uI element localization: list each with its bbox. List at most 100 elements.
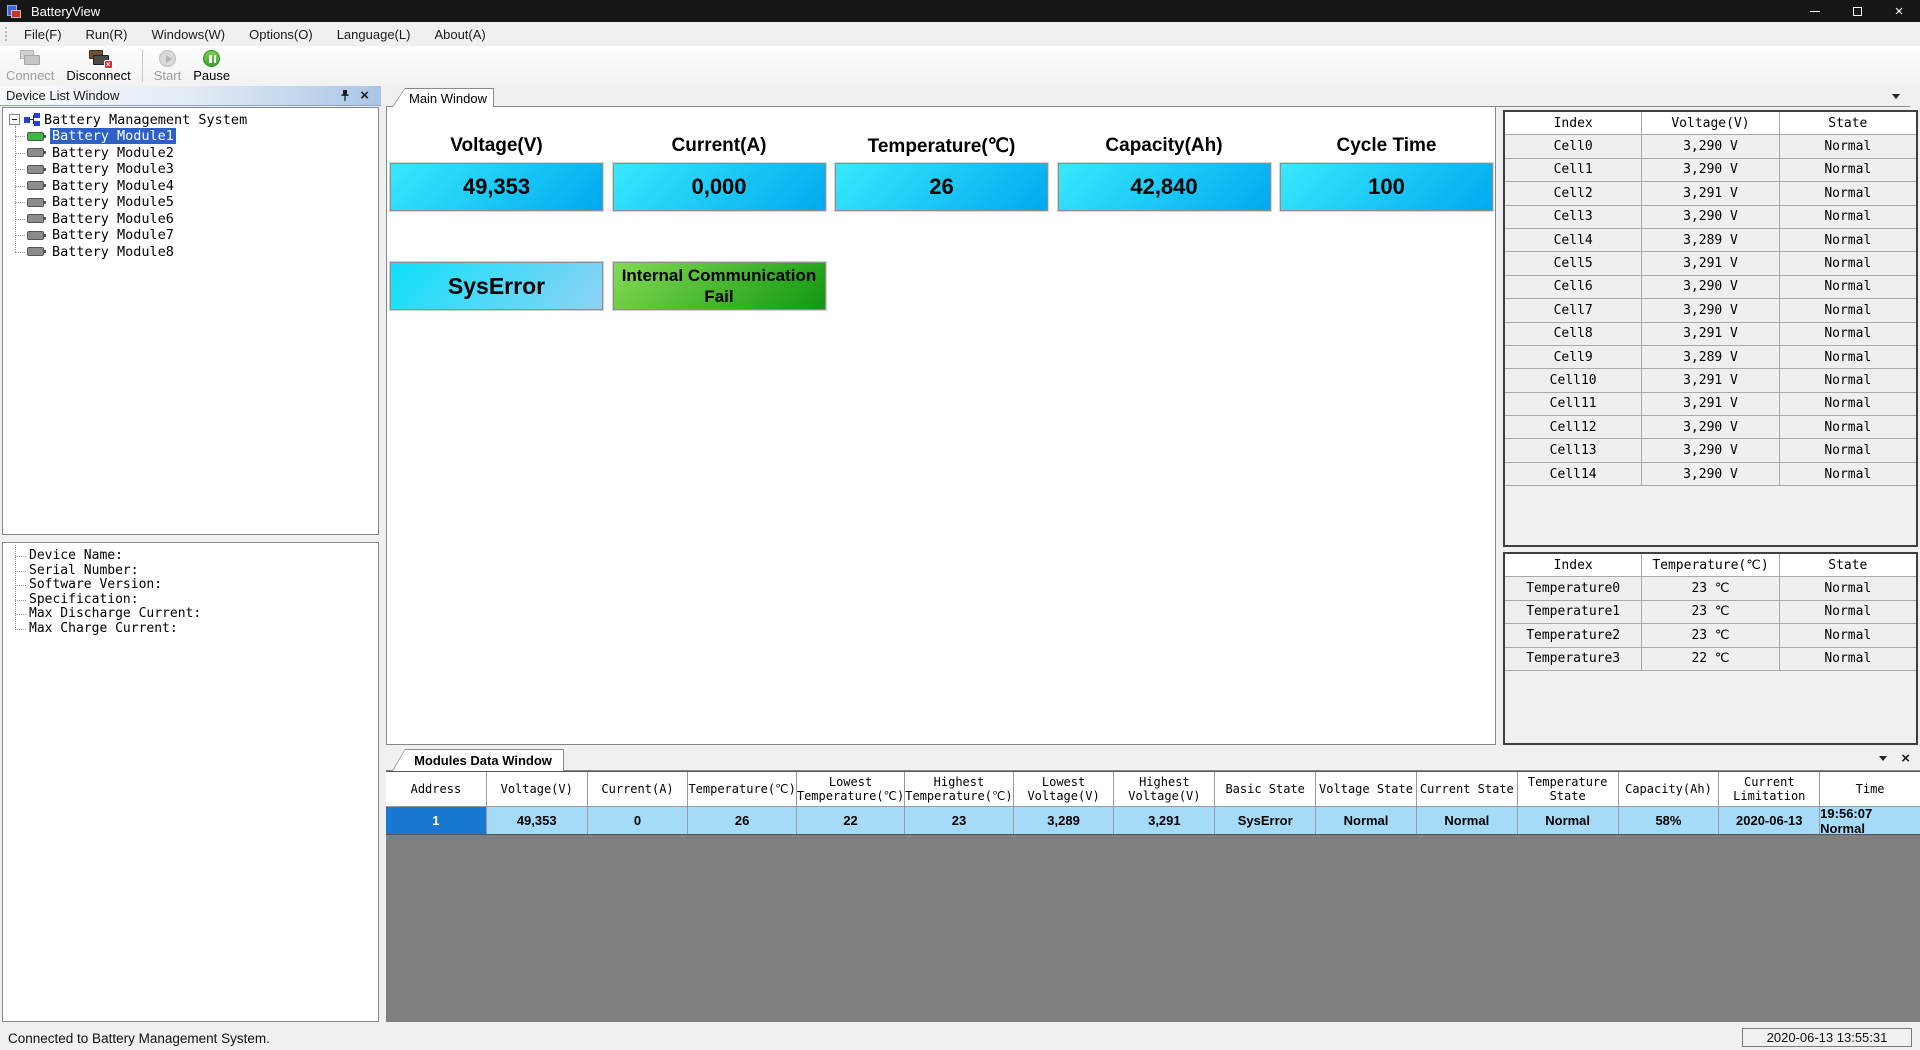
indicator-syserror[interactable]: SysError xyxy=(389,261,604,311)
menu-item-windows[interactable]: Windows(W) xyxy=(151,26,226,42)
toolbar-button-pause[interactable]: Pause xyxy=(187,46,236,86)
toolbar-button-label: Pause xyxy=(193,68,231,83)
tree-item-label: Battery Module1 xyxy=(50,128,176,145)
cell-row-state: Normal xyxy=(1779,135,1916,158)
menu-item-language[interactable]: Language(L) xyxy=(336,26,411,42)
modules-column-header: Temperature State xyxy=(1517,772,1618,806)
menu-item-options[interactable]: Options(O) xyxy=(249,26,313,42)
modules-row-cell[interactable]: 26 xyxy=(688,807,796,834)
battery-icon xyxy=(27,247,46,257)
modules-close-icon[interactable]: × xyxy=(1901,750,1910,767)
device-info-field: Max Charge Current: xyxy=(15,621,378,637)
modules-data-table: Address Voltage(V) Current(A) Temperature(℃… xyxy=(386,771,1920,836)
tree-item-battery-module6[interactable]: Battery Module6 xyxy=(15,211,378,228)
tree-item-label: Battery Module4 xyxy=(52,177,174,194)
device-info-field: Software Version: xyxy=(15,577,378,593)
column-header: Index xyxy=(1505,112,1642,135)
column-header: Index xyxy=(1505,554,1642,577)
status-bar: Connected to Battery Management System. … xyxy=(0,1026,1920,1050)
tree-children: Battery Module1 Battery Module2 Battery Mo… xyxy=(15,126,378,261)
modules-row-cell[interactable]: 19:56:07 Normal xyxy=(1820,806,1920,836)
menu-bar: File(F) Run(R) Windows(W) Options(O) Languag… xyxy=(0,22,1920,46)
modules-row-cell[interactable]: 49,353 xyxy=(486,807,587,834)
modules-row-cell[interactable]: 23 xyxy=(905,807,1013,834)
temp-row-value: 23 ℃ xyxy=(1642,600,1779,624)
battery-icon xyxy=(27,131,46,141)
modules-tab-strip: Modules Data Window × xyxy=(386,747,1920,771)
tree-item-battery-module5[interactable]: Battery Module5 xyxy=(15,194,378,211)
cell-row-value: 3,290 V xyxy=(1642,135,1779,158)
battery-icon xyxy=(27,230,46,240)
cell-voltage-table: Index Voltage(V) State Cell0 3,290 V Normal Ce… xyxy=(1503,110,1918,547)
pin-icon[interactable] xyxy=(340,89,350,102)
cell-row-index: Cell12 xyxy=(1505,416,1642,439)
modules-column-header: Highest Voltage(V) xyxy=(1114,772,1215,806)
tree-item-battery-module4[interactable]: Battery Module4 xyxy=(15,178,378,195)
temp-row-value: 23 ℃ xyxy=(1642,624,1779,647)
tree-item-label: Battery Module5 xyxy=(52,194,174,211)
app-icon xyxy=(7,4,22,19)
cell-row-index: Cell3 xyxy=(1505,205,1642,228)
cell-row-state: Normal xyxy=(1779,252,1916,275)
tree-item-battery-module8[interactable]: Battery Module8 xyxy=(15,244,378,261)
modules-row-cell[interactable]: 1 xyxy=(386,807,486,834)
menu-item-file[interactable]: File(F) xyxy=(24,26,62,42)
modules-row-cell[interactable]: 3,289 xyxy=(1013,807,1114,834)
panel-close-icon[interactable]: × xyxy=(360,87,369,104)
metric-label: Temperature(℃) xyxy=(867,136,1016,157)
cell-row-index: Cell4 xyxy=(1505,228,1642,252)
modules-row-cell[interactable]: Normal xyxy=(1316,807,1416,834)
system-icon xyxy=(24,112,40,127)
close-button[interactable]: × xyxy=(1878,0,1920,22)
menu-item-run[interactable]: Run(R) xyxy=(85,26,128,42)
modules-dropdown-icon[interactable] xyxy=(1879,756,1888,761)
modules-row-cell[interactable]: 22 xyxy=(796,807,905,834)
tree-item-battery-module7[interactable]: Battery Module7 xyxy=(15,227,378,244)
tree-collapse-icon[interactable] xyxy=(9,114,20,125)
cell-row-state: Normal xyxy=(1779,275,1916,299)
temp-row-state: Normal xyxy=(1779,624,1916,647)
cell-row-index: Cell10 xyxy=(1505,369,1642,392)
modules-row-cell[interactable]: 0 xyxy=(587,807,688,834)
tree-item-battery-module2[interactable]: Battery Module2 xyxy=(15,145,378,162)
modules-row-cell[interactable]: 3,291 xyxy=(1114,807,1215,834)
maximize-button[interactable] xyxy=(1836,0,1878,22)
toolbar-button-disconnect[interactable]: × Disconnect xyxy=(60,46,136,86)
connect-icon xyxy=(19,48,41,68)
modules-row-cell[interactable]: SysError xyxy=(1215,807,1316,834)
tree-item-battery-module1[interactable]: Battery Module1 xyxy=(15,128,378,145)
tab-main-window[interactable]: Main Window xyxy=(392,88,494,107)
maximize-icon xyxy=(1852,6,1862,16)
modules-column-header: Highest Temperature(℃) xyxy=(905,772,1013,806)
tree-item-label: Battery Module2 xyxy=(52,144,174,161)
toolbar-button-connect: Connect xyxy=(0,46,60,86)
cell-row-value: 3,290 V xyxy=(1642,416,1779,439)
minimize-button[interactable] xyxy=(1794,0,1836,22)
tree-root-label: Battery Management System xyxy=(44,111,248,128)
temp-row-state: Normal xyxy=(1779,600,1916,624)
cell-row-index: Cell13 xyxy=(1505,439,1642,462)
cell-row-value: 3,290 V xyxy=(1642,205,1779,228)
temp-row-value: 22 ℃ xyxy=(1642,647,1779,670)
modules-column-header: Basic State xyxy=(1215,772,1316,806)
tree-item-battery-module3[interactable]: Battery Module3 xyxy=(15,161,378,178)
modules-row-cell[interactable]: 2020-06-13 xyxy=(1719,807,1820,834)
cell-voltage-grid: Index Voltage(V) State Cell0 3,290 V Normal Ce… xyxy=(1505,112,1916,487)
tab-list-dropdown-icon[interactable] xyxy=(1892,93,1900,99)
modules-row-cell[interactable]: Normal xyxy=(1416,807,1517,834)
metrics-row: Voltage(V) 49,353 Current(A) 0,000 Temperatu… xyxy=(389,135,1494,212)
toolbar-button-label: Connect xyxy=(6,68,55,83)
menu-item-about[interactable]: About(A) xyxy=(434,26,486,42)
modules-column-header: Capacity(Ah) xyxy=(1618,772,1719,806)
indicator-internal-communication-fail[interactable]: Internal Communication Fail xyxy=(611,261,827,311)
metric-voltage: Voltage(V) 49,353 xyxy=(389,135,604,212)
tree-item-label: Battery Module6 xyxy=(52,210,174,227)
tree-root-battery-management-system[interactable]: Battery Management System xyxy=(3,111,378,128)
modules-row-cell[interactable]: 58% xyxy=(1618,807,1719,834)
metric-value-box: 49,353 xyxy=(389,162,604,212)
cell-row-value: 3,290 V xyxy=(1642,439,1779,462)
tab-modules-data-window[interactable]: Modules Data Window xyxy=(392,749,564,771)
cell-row-state: Normal xyxy=(1779,205,1916,228)
modules-row-cell[interactable]: Normal xyxy=(1517,807,1618,834)
tree-item-label: Battery Module7 xyxy=(52,227,174,244)
